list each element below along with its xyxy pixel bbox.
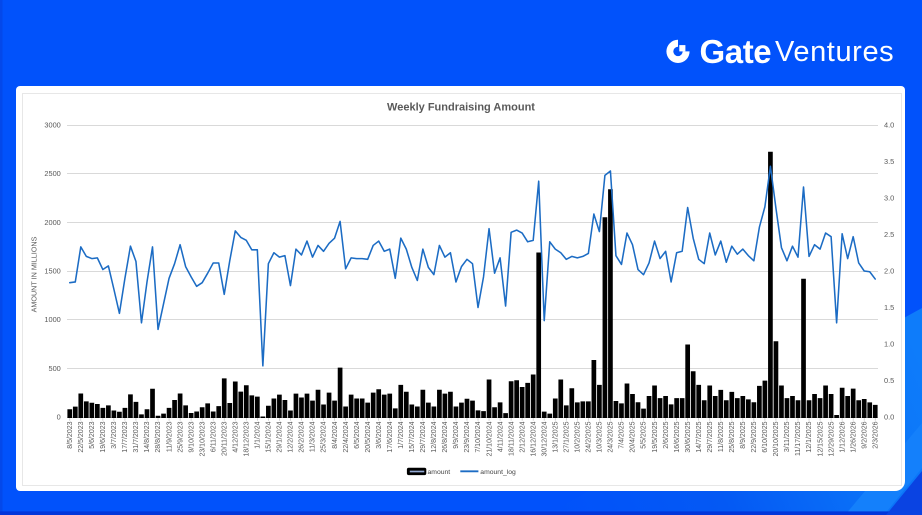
svg-text:22/9/2025: 22/9/2025 — [751, 421, 758, 452]
svg-text:16/6/2025: 16/6/2025 — [674, 421, 681, 452]
svg-text:7/4/2025: 7/4/2025 — [619, 421, 626, 448]
svg-text:9/10/2023: 9/10/2023 — [188, 421, 195, 452]
svg-text:Weekly Fundraising Amount: Weekly Fundraising Amount — [387, 102, 535, 114]
svg-text:15/7/2024: 15/7/2024 — [409, 421, 416, 452]
svg-text:8/9/2025: 8/9/2025 — [740, 421, 747, 448]
svg-text:26/8/2024: 26/8/2024 — [442, 421, 449, 452]
svg-text:20/5/2024: 20/5/2024 — [365, 421, 372, 452]
svg-text:2.0: 2.0 — [884, 267, 894, 276]
svg-text:29/7/2025: 29/7/2025 — [707, 421, 714, 452]
svg-text:17/6/2024: 17/6/2024 — [387, 421, 394, 452]
svg-text:7/10/2024: 7/10/2024 — [475, 421, 482, 452]
svg-text:12/15/2025: 12/15/2025 — [817, 421, 824, 456]
svg-text:23/10/2023: 23/10/2023 — [199, 421, 206, 456]
svg-text:3/11/2025: 3/11/2025 — [784, 421, 791, 452]
svg-text:11/17/2025: 11/17/2025 — [795, 421, 802, 456]
svg-text:1000: 1000 — [44, 315, 60, 324]
svg-text:0.5: 0.5 — [884, 376, 894, 385]
svg-text:8/4/2024: 8/4/2024 — [332, 421, 339, 448]
svg-text:26/2/2024: 26/2/2024 — [299, 421, 306, 452]
svg-text:20/11/2023: 20/11/2023 — [221, 421, 228, 456]
svg-text:17/7/2023: 17/7/2023 — [122, 421, 129, 452]
svg-text:30/12/2024: 30/12/2024 — [541, 421, 548, 456]
svg-text:12/1/2025: 12/1/2025 — [806, 421, 813, 452]
svg-text:20/4/2025: 20/4/2025 — [630, 421, 637, 452]
svg-text:9/9/2024: 9/9/2024 — [453, 421, 460, 448]
svg-text:12/8/2024: 12/8/2024 — [431, 421, 438, 452]
svg-text:6/5/2024: 6/5/2024 — [354, 421, 361, 448]
svg-text:29/1/2024: 29/1/2024 — [277, 421, 284, 452]
svg-text:1.5: 1.5 — [884, 303, 894, 312]
svg-text:3.0: 3.0 — [884, 194, 894, 203]
svg-text:12/2/2024: 12/2/2024 — [288, 421, 295, 452]
svg-text:24/3/2025: 24/3/2025 — [608, 421, 615, 452]
svg-text:amount_log: amount_log — [480, 469, 516, 476]
svg-text:16/12/2024: 16/12/2024 — [530, 421, 537, 456]
svg-text:18/12/2023: 18/12/2023 — [244, 421, 251, 456]
svg-text:2/12/2024: 2/12/2024 — [519, 421, 526, 452]
svg-text:22/4/2024: 22/4/2024 — [343, 421, 350, 452]
svg-text:6/10/2025: 6/10/2025 — [762, 421, 769, 452]
svg-text:8/5/2023: 8/5/2023 — [67, 421, 74, 448]
svg-text:3/6/2024: 3/6/2024 — [376, 421, 383, 448]
svg-text:25/8/2025: 25/8/2025 — [729, 421, 736, 452]
svg-text:27/1/2025: 27/1/2025 — [563, 421, 570, 452]
svg-text:11/8/2025: 11/8/2025 — [718, 421, 725, 452]
svg-text:24/2/2025: 24/2/2025 — [586, 421, 593, 452]
svg-text:4/11/2024: 4/11/2024 — [497, 421, 504, 452]
svg-text:18/11/2024: 18/11/2024 — [508, 421, 515, 456]
svg-text:1/1/2024: 1/1/2024 — [255, 421, 262, 448]
svg-text:4/12/2023: 4/12/2023 — [232, 421, 239, 452]
svg-text:2/6/2025: 2/6/2025 — [663, 421, 670, 448]
svg-text:28/8/2023: 28/8/2023 — [155, 421, 162, 452]
svg-text:3000: 3000 — [44, 121, 60, 130]
svg-text:3.5: 3.5 — [884, 157, 894, 166]
svg-text:9/2/2026: 9/2/2026 — [861, 421, 868, 448]
svg-text:500: 500 — [48, 364, 60, 373]
svg-text:AMOUNT IN MILLIONS: AMOUNT IN MILLIONS — [30, 236, 39, 312]
svg-text:0: 0 — [57, 413, 61, 422]
svg-text:22/5/2023: 22/5/2023 — [78, 421, 85, 452]
svg-text:0.0: 0.0 — [884, 413, 894, 422]
svg-text:21/10/2024: 21/10/2024 — [486, 421, 493, 456]
svg-text:19/6/2023: 19/6/2023 — [100, 421, 107, 452]
svg-text:5/5/2025: 5/5/2025 — [641, 421, 648, 448]
svg-text:14/8/2023: 14/8/2023 — [144, 421, 151, 452]
svg-text:25/9/2023: 25/9/2023 — [177, 421, 184, 452]
svg-text:10/2/2025: 10/2/2025 — [575, 421, 582, 452]
svg-text:6/11/2023: 6/11/2023 — [210, 421, 217, 452]
svg-text:14/7/2025: 14/7/2025 — [696, 421, 703, 452]
svg-text:23/9/2024: 23/9/2024 — [464, 421, 471, 452]
svg-text:25/3/2024: 25/3/2024 — [321, 421, 328, 452]
svg-text:1/26/2026: 1/26/2026 — [850, 421, 857, 452]
svg-text:31/7/2023: 31/7/2023 — [133, 421, 140, 452]
svg-text:1/7/2024: 1/7/2024 — [398, 421, 405, 448]
svg-text:amount: amount — [428, 469, 451, 476]
svg-text:1/12/2026: 1/12/2026 — [839, 421, 846, 452]
svg-text:5/6/2023: 5/6/2023 — [89, 421, 96, 448]
svg-text:2/3/2026: 2/3/2026 — [872, 421, 879, 448]
svg-text:29/7/2024: 29/7/2024 — [420, 421, 427, 452]
svg-text:12/29/2025: 12/29/2025 — [828, 421, 835, 456]
svg-text:1.0: 1.0 — [884, 340, 894, 349]
svg-text:2500: 2500 — [44, 169, 60, 178]
svg-text:2000: 2000 — [44, 218, 60, 227]
svg-text:11/9/2023: 11/9/2023 — [166, 421, 173, 452]
svg-text:4.0: 4.0 — [884, 121, 894, 130]
svg-text:30/6/2025: 30/6/2025 — [685, 421, 692, 452]
svg-text:15/1/2024: 15/1/2024 — [266, 421, 273, 452]
svg-text:2.5: 2.5 — [884, 230, 894, 239]
svg-text:19/5/2025: 19/5/2025 — [652, 421, 659, 452]
svg-text:20/10/2025: 20/10/2025 — [773, 421, 780, 456]
svg-text:11/3/2024: 11/3/2024 — [310, 421, 317, 452]
svg-text:3/7/2023: 3/7/2023 — [111, 421, 118, 448]
svg-text:13/1/2025: 13/1/2025 — [552, 421, 559, 452]
svg-text:10/3/2025: 10/3/2025 — [597, 421, 604, 452]
svg-text:1500: 1500 — [44, 267, 60, 276]
